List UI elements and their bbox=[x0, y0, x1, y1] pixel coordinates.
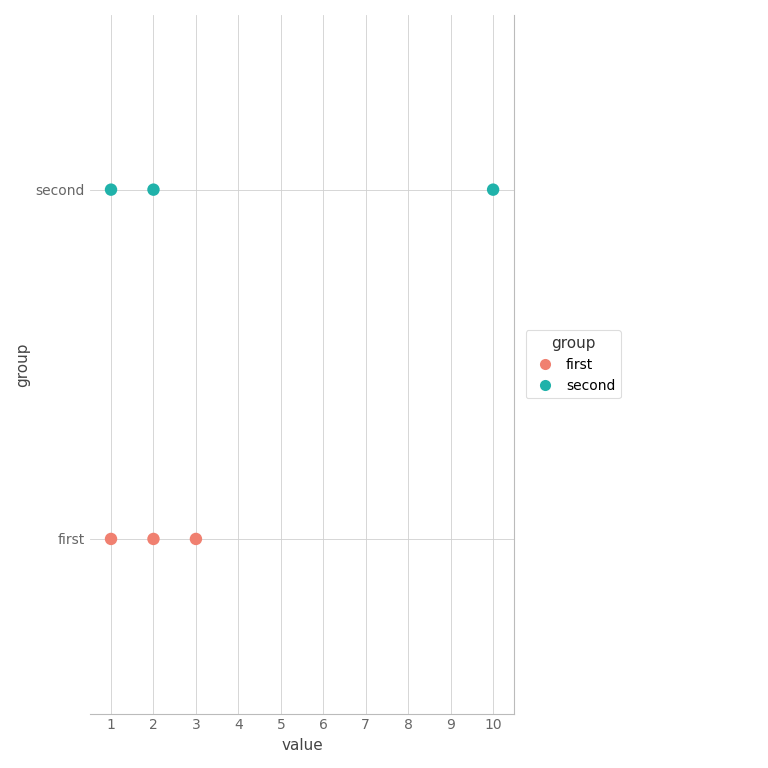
Point bbox=[105, 533, 118, 545]
Point bbox=[147, 184, 160, 196]
Legend: first, second: first, second bbox=[525, 330, 621, 399]
Point bbox=[487, 184, 499, 196]
Y-axis label: group: group bbox=[15, 342, 30, 386]
Point bbox=[105, 184, 118, 196]
X-axis label: value: value bbox=[281, 738, 323, 753]
Point bbox=[190, 533, 202, 545]
Point bbox=[147, 533, 160, 545]
